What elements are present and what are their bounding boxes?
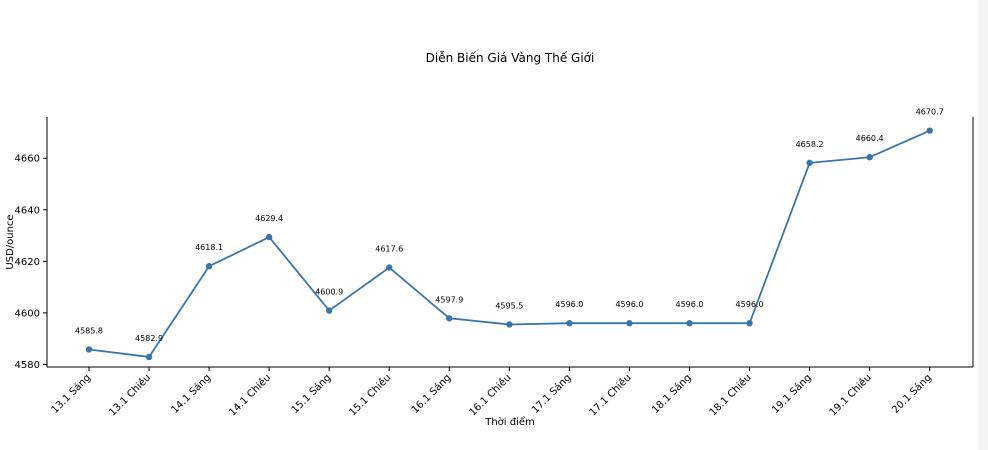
data-label: 4596.0 (676, 300, 704, 309)
x-tick-label: 20.1 Sáng (890, 372, 934, 416)
x-tick-label: 19.1 Chiều (827, 372, 874, 419)
axes (46, 117, 974, 368)
data-point (326, 307, 333, 314)
y-tick-label: 4600 (15, 308, 40, 319)
data-labels: 4585.8 4582.9 4618.1 4629.4 4600.9 4617.6 4597… (75, 108, 944, 343)
data-point (446, 315, 453, 322)
x-tick-label: 17.1 Chiều (587, 372, 634, 419)
x-tick-label: 13.1 Chiều (106, 372, 153, 419)
data-label: 4582.9 (135, 334, 163, 343)
x-ticks: 13.1 Sáng 13.1 Chiều 14.1 Sáng 14.1 Chiều 15… (49, 367, 934, 418)
y-tick-label: 4640 (15, 205, 40, 216)
data-label: 4585.8 (75, 326, 103, 335)
data-point (566, 319, 573, 327)
data-point (926, 127, 933, 134)
x-tick-label: 13.1 Sáng (49, 372, 93, 416)
series (85, 127, 933, 361)
y-tick-label: 4660 (15, 154, 40, 165)
data-label: 4596.0 (555, 300, 583, 309)
x-tick-label: 18.1 Chiều (707, 372, 754, 419)
window-edge (978, 0, 988, 450)
y-tick-label: 4580 (15, 360, 40, 371)
data-label: 4618.1 (195, 243, 223, 252)
data-point (386, 264, 393, 271)
y-ticks: 4580 4600 4620 4640 4660 (15, 154, 47, 371)
x-tick-label: 14.1 Sáng (169, 372, 213, 416)
x-tick-label: 14.1 Chiều (227, 372, 274, 419)
y-tick-label: 4620 (15, 257, 40, 268)
x-tick-label: 15.1 Sáng (289, 372, 333, 416)
x-tick-label: 15.1 Chiều (347, 372, 394, 419)
data-label: 4629.4 (255, 214, 283, 223)
data-point (866, 154, 873, 161)
data-point (806, 159, 813, 167)
data-label: 4617.6 (375, 245, 403, 254)
data-point (145, 353, 153, 361)
chart-title: Diễn Biến Giá Vàng Thế Giới (426, 51, 595, 65)
data-label: 4660.4 (856, 134, 884, 143)
data-point (506, 321, 513, 328)
data-label: 4596.0 (736, 300, 764, 309)
x-tick-label: 19.1 Sáng (769, 372, 813, 416)
x-tick-label: 16.1 Chiều (467, 372, 514, 419)
data-label: 4600.9 (315, 288, 343, 297)
data-point (85, 346, 93, 353)
y-axis-label: USD/ounce (5, 214, 16, 269)
data-label: 4596.0 (615, 300, 643, 309)
data-label: 4658.2 (796, 140, 824, 149)
data-label: 4670.7 (916, 108, 944, 117)
data-label: 4595.5 (495, 301, 523, 310)
data-point (746, 319, 753, 327)
x-tick-label: 18.1 Sáng (649, 372, 693, 416)
data-label: 4597.9 (435, 295, 463, 304)
x-axis-label: Thời điểm (484, 415, 535, 428)
data-point (686, 319, 693, 327)
x-tick-label: 17.1 Sáng (529, 372, 573, 416)
data-point (265, 233, 273, 241)
x-tick-label: 16.1 Sáng (409, 372, 453, 416)
data-point (626, 319, 633, 327)
data-point (205, 263, 213, 270)
